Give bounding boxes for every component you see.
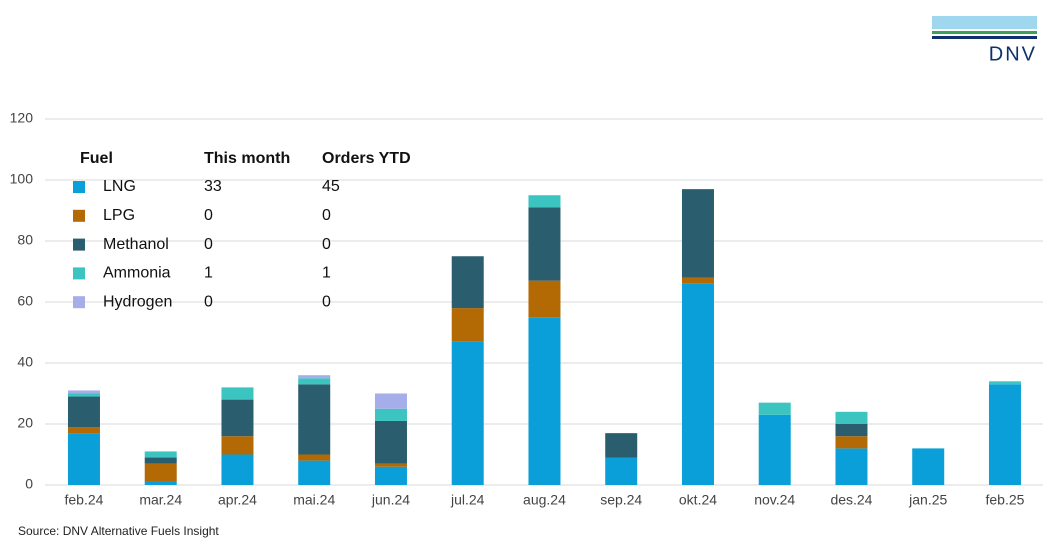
x-tick-label: des.24 [830, 492, 872, 508]
table-header: Fuel [80, 150, 113, 167]
bar-segment [144, 451, 177, 458]
bar-segment [298, 384, 331, 455]
bar-segment [835, 436, 868, 449]
bar-segment [451, 341, 484, 485]
bar-segment [528, 317, 561, 485]
bar-segment [144, 463, 177, 482]
bar-segment [67, 390, 100, 394]
legend-label: LNG [103, 178, 136, 195]
legend-label: Hydrogen [103, 293, 172, 310]
x-tick-label: jul.24 [450, 492, 485, 508]
logo-bar [932, 16, 1037, 29]
bar-segment [298, 454, 331, 461]
table-cell: 0 [322, 293, 331, 310]
table-cell: 0 [204, 236, 213, 253]
table-cell: 0 [322, 236, 331, 253]
table-cell: 0 [204, 293, 213, 310]
x-tick-label: aug.24 [523, 492, 566, 508]
bar-segment [221, 454, 254, 485]
table-cell: 0 [204, 207, 213, 224]
bar-segment [298, 375, 331, 379]
y-tick-label: 120 [10, 110, 34, 126]
legend-swatch [73, 238, 85, 251]
bar-segment [374, 463, 407, 467]
bar-segment [681, 283, 714, 485]
bar-segment [605, 433, 638, 458]
legend-label: Ammonia [103, 265, 171, 282]
x-tick-label: apr.24 [218, 492, 257, 508]
bar-segment [144, 457, 177, 464]
source: Source: DNV Alternative Fuels Insight [18, 524, 219, 538]
x-tick-label: nov.24 [754, 492, 795, 508]
bar-segment [758, 414, 791, 485]
x-tick-label: feb.25 [986, 492, 1025, 508]
bar-segment [681, 277, 714, 284]
bar-segment [67, 427, 100, 434]
bar-segment [67, 433, 100, 485]
bar-segment [221, 436, 254, 455]
table-cell: 45 [322, 178, 340, 195]
legend-swatch [73, 181, 85, 193]
y-tick-label: 40 [17, 354, 33, 370]
logo-text: DNV [989, 43, 1037, 65]
table-cell: 33 [204, 178, 222, 195]
bar-segment [298, 460, 331, 485]
bar-segment [298, 378, 331, 385]
x-tick-label: feb.24 [65, 492, 104, 508]
bar-segment [374, 420, 407, 464]
bar-segment [528, 195, 561, 208]
bar-segment [912, 448, 945, 485]
bar-segment [988, 384, 1021, 485]
logo-bar [932, 36, 1037, 39]
bar-segment [528, 280, 561, 318]
bar-segment [374, 408, 407, 421]
table-header: Orders YTD [322, 150, 411, 167]
x-tick-label: mai.24 [293, 492, 335, 508]
x-tick-label: sep.24 [600, 492, 642, 508]
logo-bar [932, 31, 1037, 34]
table-cell: 1 [204, 265, 213, 282]
y-tick-label: 100 [10, 171, 34, 187]
x-tick-label: okt.24 [679, 492, 717, 508]
x-tick-label: jun.24 [371, 492, 410, 508]
bar-segment [374, 393, 407, 409]
bar-segment [988, 381, 1021, 385]
bar-segment [605, 457, 638, 485]
y-tick-label: 60 [17, 293, 33, 309]
bar-segment [67, 396, 100, 428]
bar-segment [374, 466, 407, 485]
bar-segment [451, 256, 484, 309]
x-tick-label: jan.25 [908, 492, 947, 508]
table-cell: 1 [322, 265, 331, 282]
bar-segment [681, 189, 714, 278]
table-cell: 0 [322, 207, 331, 224]
bar-segment [835, 411, 868, 424]
bar-segment [835, 424, 868, 437]
bar-segment [758, 402, 791, 415]
bar-segment [67, 393, 100, 397]
legend-swatch [73, 209, 85, 222]
bar-segment [221, 387, 254, 400]
bar-segment [144, 481, 177, 485]
y-tick-label: 20 [17, 415, 33, 431]
bar-segment [835, 448, 868, 485]
legend-swatch [73, 267, 85, 280]
legend-swatch [73, 296, 85, 309]
y-tick-label: 80 [17, 232, 33, 248]
legend-label: Methanol [103, 236, 169, 253]
x-tick-label: mar.24 [139, 492, 182, 508]
table-header: This month [204, 150, 290, 167]
bar-segment [451, 308, 484, 342]
y-tick-label: 0 [25, 476, 33, 492]
legend-label: LPG [103, 207, 135, 224]
bar-segment [221, 399, 254, 437]
bar-segment [528, 207, 561, 281]
